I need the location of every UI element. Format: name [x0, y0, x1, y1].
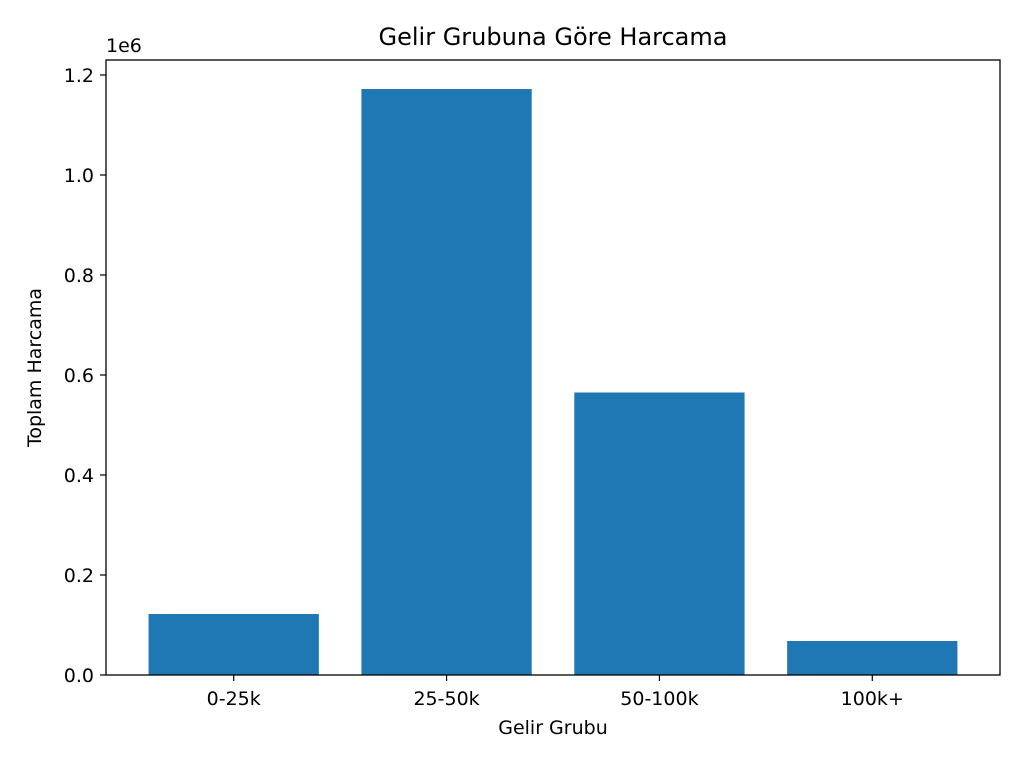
bar-100k+ [787, 641, 958, 675]
x-axis-ticks: 0-25k 25-50k 50-100k 100k+ [207, 675, 904, 710]
y-axis-ticks: 0.0 0.2 0.4 0.6 0.8 1.0 1.2 [64, 65, 106, 687]
y-axis-label: Toplam Harcama [24, 288, 46, 448]
plot-frame [105, 59, 1001, 676]
bar-50-100k [574, 392, 745, 675]
y-tick-label: 0.6 [64, 365, 94, 387]
bar-0-25k [148, 614, 319, 675]
x-tick-label: 0-25k [207, 688, 261, 710]
y-axis-offset-label: 1e6 [106, 35, 142, 57]
y-tick-label: 0.2 [64, 565, 94, 587]
y-tick-label: 1.0 [64, 165, 94, 187]
chart-title: Gelir Grubuna Göre Harcama [379, 23, 728, 51]
x-tick-label: 100k+ [841, 688, 904, 710]
bars-group [148, 89, 958, 675]
y-tick-label: 1.2 [64, 65, 94, 87]
x-tick-label: 50-100k [620, 688, 698, 710]
y-tick-label: 0.8 [64, 265, 94, 287]
y-tick-label: 0.4 [64, 465, 94, 487]
bar-25-50k [361, 89, 532, 675]
x-axis-label: Gelir Grubu [498, 717, 608, 739]
x-tick-label: 25-50k [413, 688, 479, 710]
y-tick-label: 0.0 [64, 665, 94, 687]
